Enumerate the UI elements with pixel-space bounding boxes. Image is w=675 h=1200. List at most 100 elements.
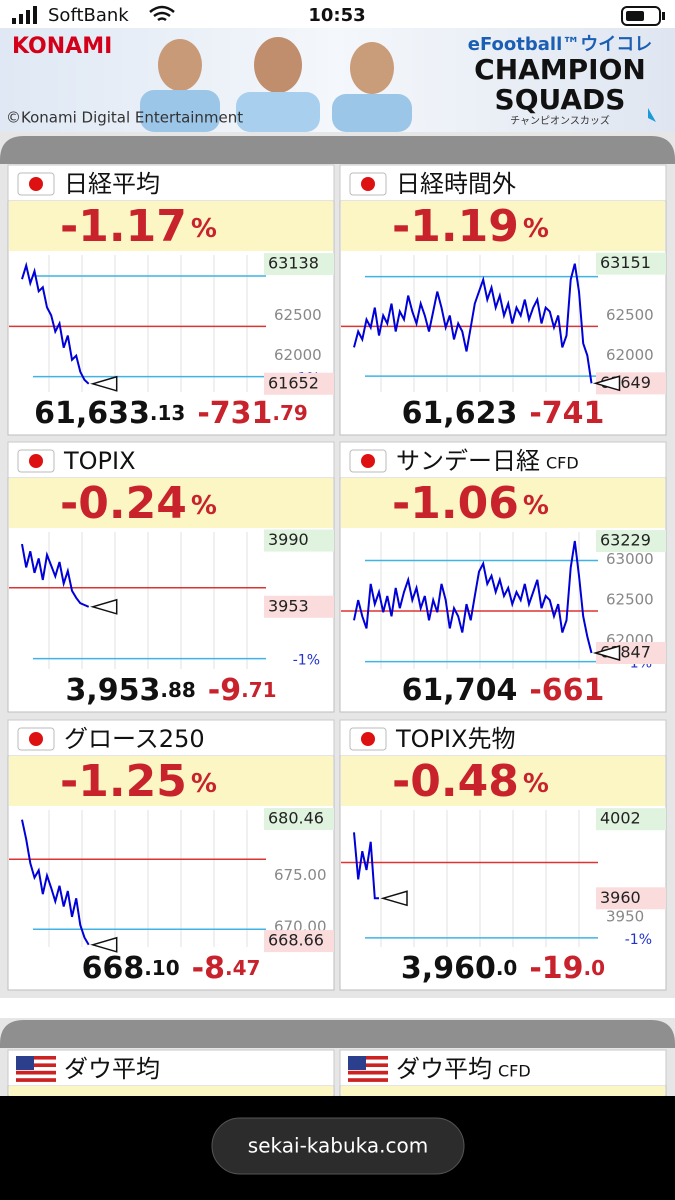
ad-choices-icon[interactable] — [648, 108, 656, 122]
price: 61,704 -661 — [402, 673, 605, 708]
panel-title: ダウ平均 — [64, 1055, 160, 1083]
change-main: -741 — [529, 396, 604, 431]
pct-unit: % — [191, 491, 217, 521]
flag-stripe — [348, 1063, 388, 1068]
panel-area-top — [0, 136, 675, 164]
flag-stripe — [16, 1078, 56, 1082]
price: 3,953.88 -9.71 — [65, 673, 276, 708]
price-main: 61,704 — [402, 673, 518, 708]
change-decimal: .71 — [241, 678, 276, 702]
ad-product: eFootball™ウイコレ — [468, 34, 652, 55]
url-pill[interactable] — [211, 1117, 465, 1175]
pct-unit: % — [191, 769, 217, 799]
pct-unit: % — [523, 769, 549, 799]
scale-label: 3950 — [606, 908, 644, 926]
change-main: -731 — [197, 396, 272, 431]
price-main: 3,960 — [401, 951, 496, 986]
panel-title: 日経時間外 — [396, 170, 516, 198]
panel-tag: CFD — [546, 454, 579, 473]
change-pct: -0.48% — [392, 756, 549, 807]
price-decimal: .13 — [150, 401, 185, 425]
flag-canton — [16, 1056, 34, 1070]
flag-dot — [361, 454, 375, 468]
change-decimal: .79 — [272, 401, 307, 425]
flag-dot — [361, 732, 375, 746]
scale-label: 62500 — [606, 591, 654, 609]
high-label: 63138 — [268, 254, 319, 273]
high-label: 63229 — [600, 531, 651, 550]
scale-label: 63000 — [606, 550, 654, 568]
flag-dot — [361, 177, 375, 191]
pct-value: -1.06 — [392, 478, 519, 529]
ad-players — [140, 37, 412, 132]
change-main: -8 — [192, 951, 225, 986]
change-pct: -1.19% — [392, 201, 549, 252]
change-main: -19 — [529, 951, 583, 986]
flag-dot — [29, 732, 43, 746]
battery-icon — [621, 6, 665, 26]
pct-unit: % — [191, 214, 217, 244]
panel-tag: CFD — [498, 1062, 531, 1081]
pct-band — [341, 478, 665, 528]
panel-title: グロース250 — [64, 725, 205, 753]
flag-stripe — [16, 1074, 56, 1079]
pct-band — [341, 1086, 665, 1096]
flag-stripe — [348, 1059, 388, 1064]
pct-line-label: -1% — [625, 932, 652, 948]
panel-title: TOPIX — [63, 447, 136, 475]
change-main: -661 — [529, 673, 604, 708]
clock: 10:53 — [308, 5, 365, 26]
panel-header — [7, 719, 335, 757]
flag-stripe — [348, 1074, 388, 1079]
price: 668.10 -8.47 — [82, 951, 261, 986]
panel-header — [339, 164, 667, 202]
ad-subtitle: チャンピオンスカッズ — [510, 114, 610, 127]
flag-stripe — [16, 1063, 56, 1068]
change-main: -9 — [208, 673, 241, 708]
flag-stripe — [16, 1059, 56, 1064]
panel-title: 日経平均 — [64, 170, 160, 198]
change-pct: -1.17% — [60, 201, 217, 252]
ad-copyright: ©Konami Digital Entertainment — [6, 109, 243, 127]
current-marker — [592, 375, 621, 392]
change-decimal: .0 — [584, 956, 606, 980]
url[interactable]: sekai-kabuka.com — [248, 1134, 428, 1158]
current-label: 61652 — [268, 373, 319, 392]
pct-value: -1.19 — [392, 201, 519, 252]
current-label-bg — [264, 930, 334, 953]
pct-unit: % — [523, 491, 549, 521]
price-main: 61,633 — [34, 396, 150, 431]
pct-value: -1.25 — [60, 756, 187, 807]
flag-stripe — [16, 1067, 56, 1071]
flag-dot — [29, 454, 43, 468]
scale-label: 62500 — [274, 306, 322, 324]
price: 61,623 -741 — [402, 396, 605, 431]
current-marker — [592, 645, 621, 661]
price-line — [21, 543, 90, 608]
price-main: 3,953 — [65, 673, 160, 708]
pct-band — [9, 1086, 333, 1096]
flag-stripe — [348, 1056, 388, 1060]
high-label: 63151 — [600, 253, 651, 272]
current-label-bg — [596, 887, 666, 910]
price-decimal: .0 — [496, 956, 518, 980]
price-decimal: .88 — [160, 678, 195, 702]
current-marker — [90, 936, 118, 953]
carrier: SoftBank — [48, 5, 129, 26]
panel-header — [339, 1049, 667, 1087]
change-pct: -1.25% — [60, 756, 217, 807]
ad-title: SQUADS — [495, 83, 626, 116]
current-label-bg — [264, 372, 334, 395]
current-marker — [380, 890, 408, 907]
pct-band — [9, 756, 333, 806]
price-line — [353, 263, 593, 384]
high-label-bg — [596, 252, 666, 275]
current-label: 668.66 — [268, 931, 324, 950]
panel-header — [7, 1049, 335, 1087]
panel-header — [7, 441, 335, 479]
price-decimal: .10 — [144, 956, 179, 980]
current-label: 3960 — [600, 888, 641, 907]
pct-band — [341, 201, 665, 251]
flag-stripe — [348, 1067, 388, 1071]
